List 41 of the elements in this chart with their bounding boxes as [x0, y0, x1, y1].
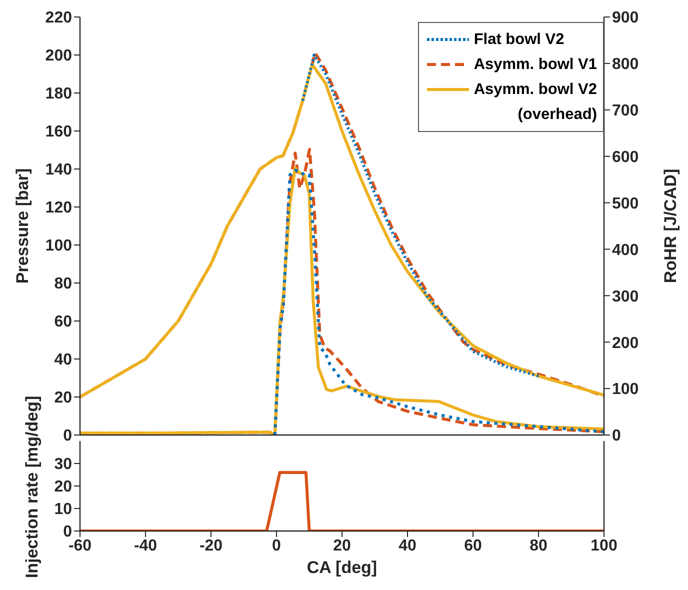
y-tick-label: 160 — [45, 124, 72, 141]
y2-tick-label: 600 — [612, 149, 639, 166]
y-tick-label: 120 — [45, 200, 72, 217]
legend-label: Asymm. bowl V2 (overhead) — [474, 80, 597, 125]
y2-tick-label: 300 — [612, 288, 639, 306]
y-tick-label: 20 — [54, 478, 72, 496]
y-tick-label: 200 — [45, 48, 72, 65]
y2-tick-label: 800 — [612, 56, 639, 74]
y2-tick-label: 0 — [612, 428, 621, 445]
x-tick-label: 80 — [530, 537, 548, 554]
x-tick-label: 100 — [590, 537, 618, 554]
x-axis-title: CA [deg] — [306, 558, 378, 577]
y-tick-label: 80 — [54, 276, 72, 293]
y-axis-title: Injection rate [mg/deg] — [22, 396, 42, 578]
y-tick-label: 140 — [45, 162, 72, 179]
y-tick-label: 60 — [54, 314, 72, 331]
y2-tick-label: 500 — [612, 195, 639, 212]
y-tick-label: 40 — [54, 352, 72, 369]
x-tick-label: 60 — [464, 537, 482, 554]
line-series — [273, 168, 604, 435]
y-tick-label: 100 — [45, 238, 72, 255]
y2-tick-label: 700 — [612, 102, 639, 120]
x-tick-label: 20 — [333, 537, 351, 554]
y-tick-label: 0 — [63, 428, 72, 445]
y2-tick-label: 900 — [612, 10, 639, 27]
y-tick-label: 20 — [54, 390, 72, 407]
y2-axis-title: RoHR [J/CAD] — [661, 168, 680, 284]
y-tick-label: 30 — [54, 456, 72, 474]
y2-tick-label: 100 — [612, 381, 639, 398]
y-tick-label: 10 — [54, 501, 72, 518]
y2-tick-label: 200 — [612, 334, 639, 352]
x-tick-label: -20 — [199, 537, 223, 554]
x-tick-label: 0 — [272, 537, 282, 554]
legend-label: Asymm. bowl V1 — [474, 55, 597, 75]
legend-label: Flat bowl V2 — [474, 30, 564, 50]
y-axis-title: Pressure [bar] — [13, 168, 32, 284]
y2-tick-label: 400 — [612, 242, 639, 259]
x-tick-label: 40 — [398, 537, 416, 554]
y-tick-label: 220 — [45, 10, 72, 27]
x-tick-label: -40 — [134, 537, 158, 554]
y-tick-label: 180 — [45, 86, 72, 103]
